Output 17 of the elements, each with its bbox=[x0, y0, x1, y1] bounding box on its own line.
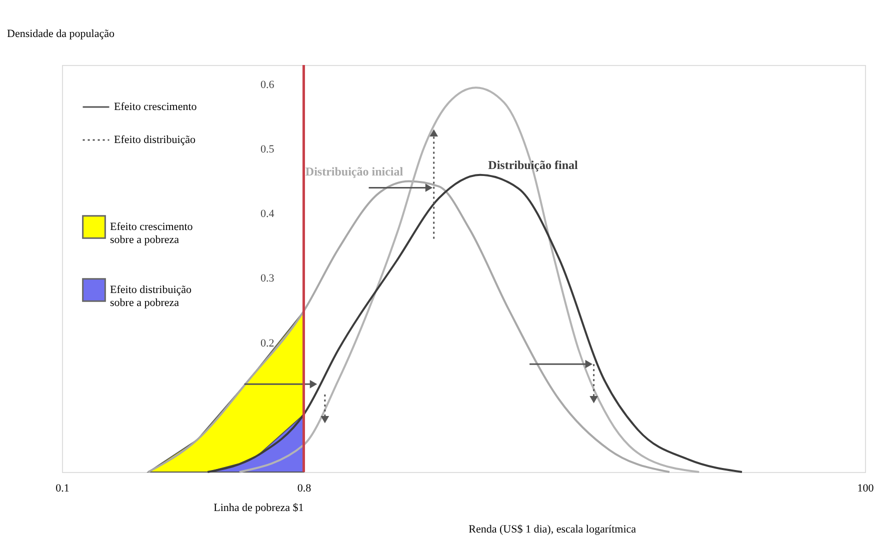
series-label: Distribuição inicial bbox=[305, 164, 404, 178]
legend-label: Efeito distribuição sobre a pobreza bbox=[110, 284, 192, 309]
x-tick-label: 0.8 bbox=[297, 482, 312, 494]
legend-label: Efeito crescimento sobre a pobreza bbox=[110, 221, 194, 246]
y-axis-title: Densidade da população bbox=[7, 28, 116, 40]
series-label: Distribuição final bbox=[488, 158, 579, 172]
x-axis-title: Renda (US$ 1 dia), escala logarítmica bbox=[468, 524, 636, 536]
legend-label: Efeito crescimento bbox=[114, 101, 198, 113]
y-tick-label: 0.3 bbox=[260, 272, 275, 285]
y-tick-label: 0.2 bbox=[260, 337, 274, 350]
y-tick-label: 0.5 bbox=[260, 143, 275, 156]
legend-label: Efeito distribuição bbox=[114, 134, 196, 146]
y-tick-label: 0.4 bbox=[260, 208, 275, 220]
ref-line-label: Linha de pobreza $1 bbox=[214, 502, 304, 514]
x-tick-label: 0.1 bbox=[56, 482, 70, 494]
y-tick-label: 0.6 bbox=[260, 78, 275, 91]
x-tick-label: 100 bbox=[857, 482, 874, 494]
